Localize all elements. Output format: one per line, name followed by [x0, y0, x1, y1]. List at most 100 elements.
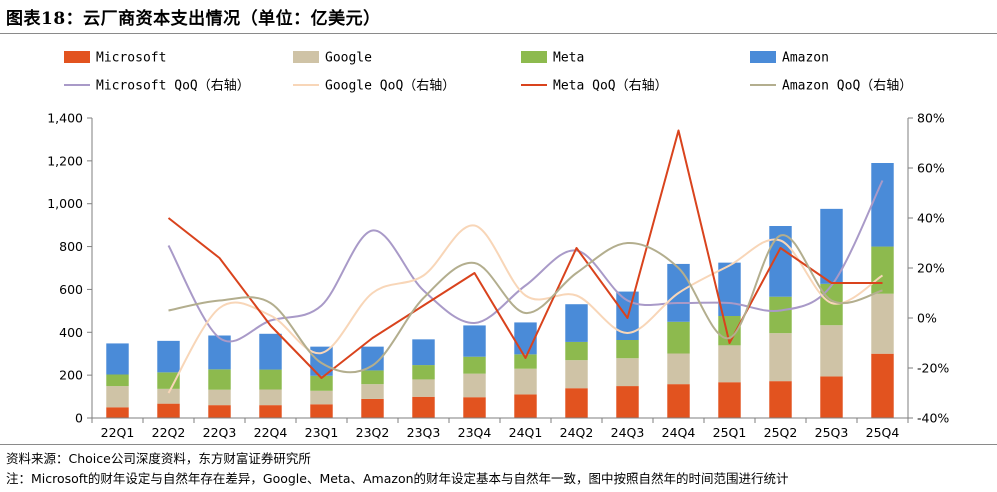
y-tick-label: 200: [59, 368, 83, 383]
bar-segment: [259, 369, 282, 390]
bar-segment: [565, 341, 588, 361]
source-note: 资料来源：Choice公司深度资料，东方财富证券研究所: [6, 451, 311, 466]
qoq-line: [167, 224, 884, 394]
bar-segment: [412, 396, 435, 418]
bar-segment: [769, 381, 792, 418]
x-tick-label: 24Q4: [662, 425, 696, 440]
x-tick-label: 23Q3: [407, 425, 441, 440]
legend-swatch: [293, 51, 319, 63]
y2-tick-label: 40%: [917, 211, 945, 226]
x-tick-label: 22Q4: [254, 425, 288, 440]
x-tick-label: 25Q2: [764, 425, 798, 440]
bar-segment: [412, 379, 435, 397]
x-tick-label: 22Q3: [203, 425, 237, 440]
bar-segment: [718, 382, 741, 418]
qoq-line: [167, 129, 883, 379]
legend-label: Google: [325, 51, 372, 66]
bar-segment: [157, 403, 180, 418]
y2-tick-label: -20%: [917, 361, 949, 376]
x-tick-label: 22Q2: [152, 425, 186, 440]
x-tick-label: 23Q4: [458, 425, 492, 440]
x-tick-label: 24Q2: [560, 425, 594, 440]
legend-label: Amazon: [782, 51, 829, 66]
y2-tick-label: -40%: [917, 411, 949, 426]
legend-swatch: [64, 51, 90, 63]
bar-segment: [361, 384, 384, 399]
bar-segment: [514, 394, 537, 418]
bar-segment: [820, 283, 843, 326]
bar-segment: [871, 353, 894, 418]
bar-segment: [514, 322, 537, 355]
legend-label: Amazon QoQ（右轴）: [782, 79, 912, 94]
bar-segment: [820, 376, 843, 418]
y-tick-label: 400: [59, 325, 83, 340]
bar-segment: [106, 374, 129, 387]
x-tick-label: 25Q4: [866, 425, 900, 440]
x-tick-label: 23Q2: [356, 425, 390, 440]
legend-label: Google QoQ（右轴）: [325, 79, 455, 94]
bar-segment: [514, 354, 537, 369]
bar-segment: [259, 333, 282, 370]
bar-segment: [106, 386, 129, 408]
footnote: 注：Microsoft的财年设定与自然年存在差异，Google、Meta、Ama…: [6, 471, 789, 486]
legend-swatch: [521, 51, 547, 63]
bar-segment: [565, 360, 588, 389]
chart-title: 图表18：云厂商资本支出情况（单位：亿美元）: [6, 9, 381, 29]
x-tick-label: 25Q3: [815, 425, 849, 440]
bar-segment: [667, 353, 690, 385]
y-tick-label: 1,200: [47, 153, 83, 168]
legend-label: Microsoft QoQ（右轴）: [96, 79, 250, 94]
x-tick-label: 24Q1: [509, 425, 543, 440]
footer-divider: [0, 444, 997, 445]
bar-segment: [157, 340, 180, 373]
bar-segment: [463, 356, 486, 374]
y2-tick-label: 20%: [917, 261, 945, 276]
bar-segment: [361, 346, 384, 371]
bar-segment: [208, 369, 231, 390]
line-layer: [167, 129, 884, 394]
bar-segment: [565, 304, 588, 342]
bar-segment: [667, 321, 690, 354]
bar-segment: [820, 208, 843, 284]
x-tick-label: 22Q1: [101, 425, 135, 440]
bar-segment: [259, 405, 282, 418]
legend-label: Meta QoQ（右轴）: [553, 79, 668, 94]
legend-label: Meta: [553, 51, 584, 66]
bar-segment: [259, 389, 282, 406]
legend-label: Microsoft: [96, 51, 166, 66]
bar-segment: [208, 335, 231, 370]
bar-segment: [310, 390, 333, 405]
axes: 0 200 400 600 800 1,000 1,200 1,400 -40% -20% 0% 20…: [47, 111, 949, 441]
x-tick-label: 25Q1: [713, 425, 747, 440]
legend: Microsoft Google Meta Amazon Microsoft QoQ（右…: [64, 51, 912, 94]
x-tick-label: 24Q3: [611, 425, 645, 440]
bar-segment: [106, 407, 129, 418]
y2-tick-label: 0%: [917, 311, 937, 326]
title-divider: [0, 33, 997, 34]
bar-segment: [412, 339, 435, 366]
bar-segment: [769, 296, 792, 334]
bar-segment: [463, 397, 486, 418]
bar-segment: [718, 345, 741, 383]
bar-segment: [820, 325, 843, 377]
bar-segment: [616, 386, 639, 418]
bar-segment: [514, 368, 537, 395]
bar-segment: [463, 373, 486, 398]
bar-segment: [871, 246, 894, 294]
bar-segment: [208, 405, 231, 418]
y-tick-label: 600: [59, 282, 83, 297]
y-tick-label: 0: [75, 411, 83, 426]
bar-segment: [208, 389, 231, 406]
bar-segment: [106, 343, 129, 375]
bar-segment: [667, 384, 690, 418]
bar-segment: [616, 340, 639, 359]
y-tick-label: 1,000: [47, 196, 83, 211]
bar-layer: [106, 163, 894, 418]
legend-swatch: [750, 51, 776, 63]
bar-segment: [157, 372, 180, 389]
bar-segment: [310, 375, 333, 391]
bar-segment: [616, 358, 639, 387]
y2-tick-label: 60%: [917, 161, 945, 176]
y2-tick-label: 80%: [917, 111, 945, 126]
